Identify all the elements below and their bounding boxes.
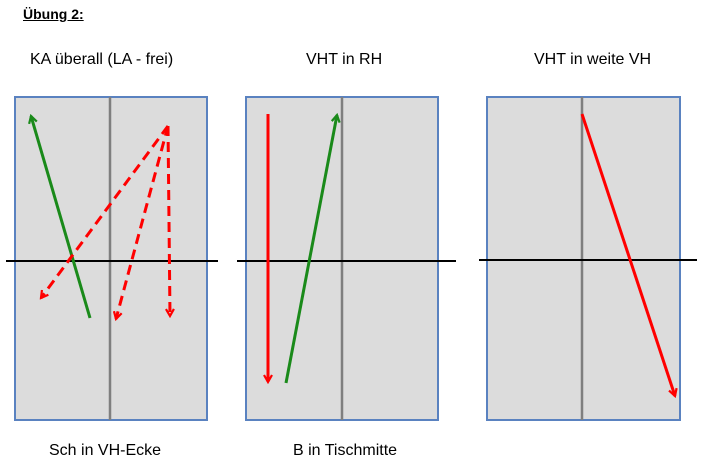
panel-1-caption: Sch in VH-Ecke <box>49 442 162 459</box>
table-1-green-arrow <box>31 116 92 319</box>
panel-3-title: VHT in weite VH <box>534 51 652 68</box>
exercise-heading: Übung 2: <box>23 6 84 22</box>
panel-1-title: KA überall (LA - frei) <box>30 51 174 68</box>
table-1-red-dashed-arrow-middle <box>116 125 170 319</box>
panel-2-caption: B in Tischmitte <box>293 442 398 459</box>
table-3 <box>479 96 697 421</box>
panel-2-title: VHT in RH <box>306 51 383 68</box>
table-1 <box>6 96 218 421</box>
table-3-surface <box>486 96 681 421</box>
table-2 <box>237 96 456 421</box>
table-2-green-arrow <box>284 115 337 384</box>
table-1-red-dashed-arrow-left <box>41 125 170 298</box>
table-3-red-arrow <box>580 113 675 396</box>
